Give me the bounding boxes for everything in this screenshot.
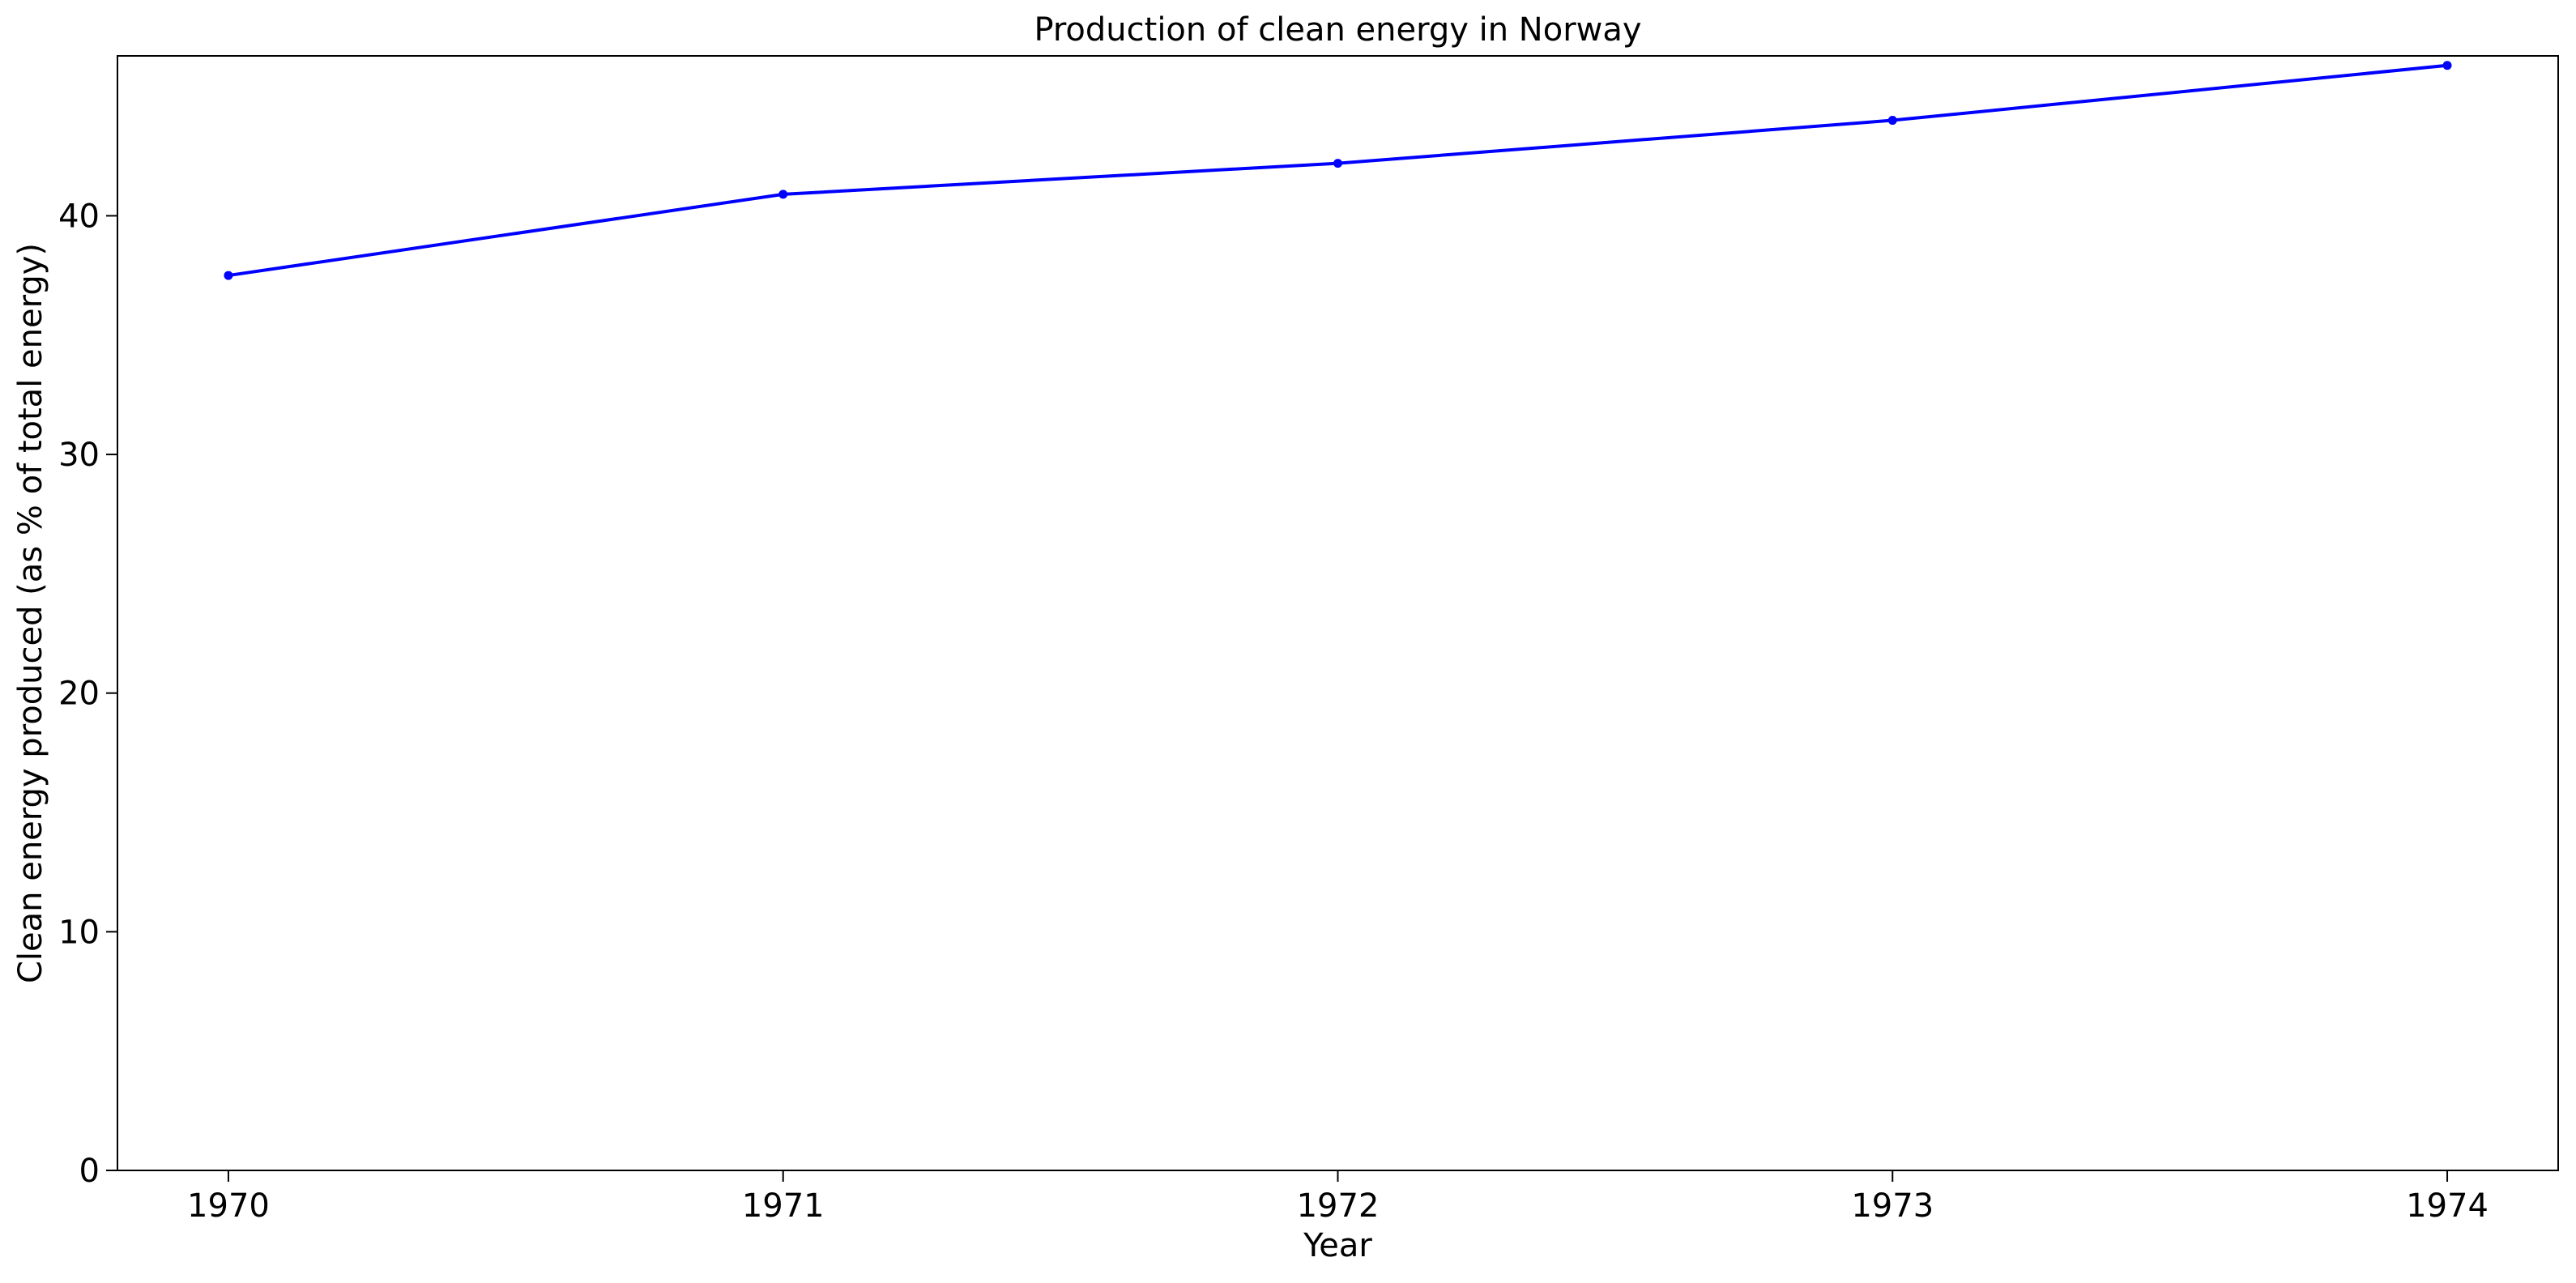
x-tick-label: 1972 bbox=[1297, 1187, 1380, 1225]
y-tick-label: 0 bbox=[79, 1153, 100, 1190]
x-tick-label: 1971 bbox=[742, 1187, 825, 1225]
y-tick-label: 30 bbox=[58, 437, 100, 474]
data-point bbox=[778, 190, 788, 199]
y-axis-label: Clean energy produced (as % of total ene… bbox=[12, 243, 49, 983]
y-tick-label: 40 bbox=[58, 198, 100, 235]
series-layer bbox=[224, 61, 2452, 280]
x-tick-label: 1973 bbox=[1851, 1187, 1934, 1225]
data-point bbox=[1333, 159, 1342, 168]
chart-title: Production of clean energy in Norway bbox=[1034, 11, 1641, 49]
data-point bbox=[1887, 116, 1897, 126]
plot-area-frame bbox=[117, 55, 2559, 1171]
data-point bbox=[224, 271, 233, 280]
data-point bbox=[2442, 61, 2452, 70]
x-axis-label: Year bbox=[1303, 1227, 1372, 1264]
y-tick-label: 20 bbox=[58, 676, 100, 713]
x-tick-label: 1974 bbox=[2406, 1187, 2489, 1225]
x-tick-label: 1970 bbox=[187, 1187, 270, 1225]
axis-layer: 1970 1971 1972 1973 1974 0 10 20 30 40 bbox=[58, 198, 2489, 1225]
y-tick-label: 10 bbox=[58, 914, 100, 951]
